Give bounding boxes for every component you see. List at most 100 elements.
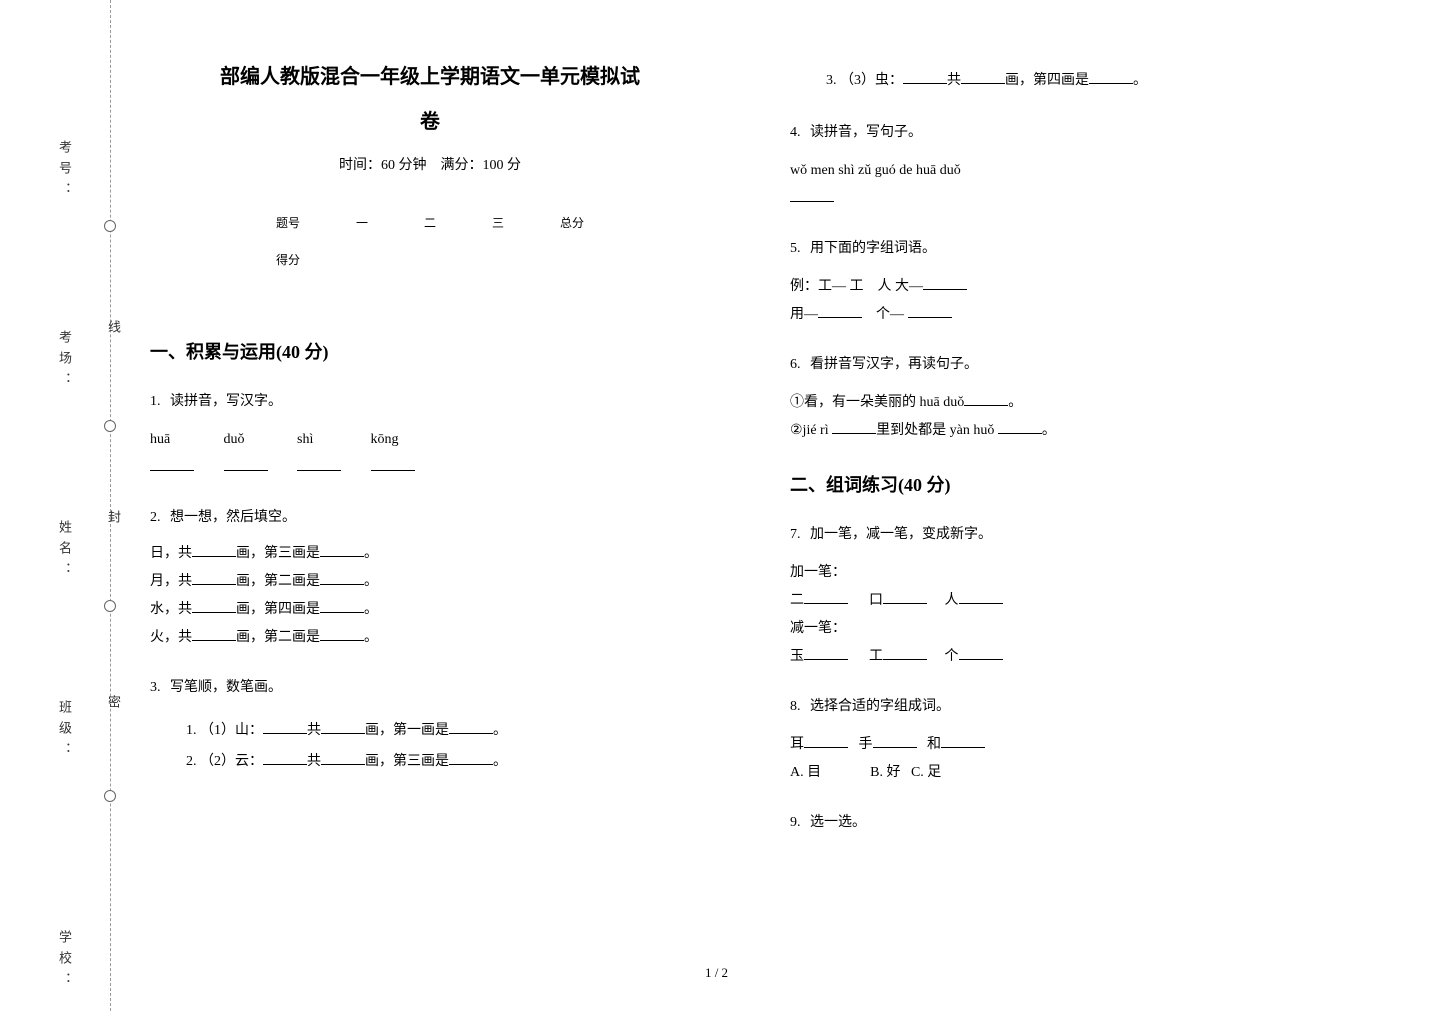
q3-item-mid2: 画，第三画是: [365, 754, 449, 769]
section-2-title: 二、组词练习(40 分): [790, 471, 1350, 497]
question-1: 1. 读拼音，写汉字。 huā duǒ shì kōng: [150, 388, 710, 482]
q5-num: 5.: [790, 241, 801, 256]
answer-blank[interactable]: [903, 70, 947, 84]
q2-line: 火，共画，第二画是。: [150, 624, 710, 652]
q8-char: 耳: [790, 737, 804, 752]
binding-dashed-line: [110, 0, 111, 1011]
q4-text: 读拼音，写句子。: [810, 125, 922, 140]
answer-blank[interactable]: [297, 457, 341, 471]
answer-blank[interactable]: [959, 646, 1003, 660]
score-cell: [464, 241, 532, 278]
answer-blank[interactable]: [883, 590, 927, 604]
q3-sublist: 1. （1）山：共画，第一画是。 2. （2）云：共画，第三画是。: [186, 716, 710, 778]
q2-mid: 画，第四画是: [236, 602, 320, 617]
q1-pinyin-row: huā duǒ shì kōng: [150, 426, 710, 454]
q1-text: 读拼音，写汉字。: [170, 394, 282, 409]
answer-blank[interactable]: [790, 188, 834, 202]
q7-sub-row: 玉 工 个: [790, 643, 1350, 671]
answer-blank[interactable]: [449, 751, 493, 765]
answer-blank[interactable]: [263, 751, 307, 765]
q8-text: 选择合适的字组成词。: [810, 699, 950, 714]
score-table-value-row: 得分: [248, 241, 612, 278]
answer-blank[interactable]: [321, 720, 365, 734]
answer-blank[interactable]: [150, 457, 194, 471]
q7-add-row: 二 口 人: [790, 587, 1350, 615]
left-column: 部编人教版混合一年级上学期语文一单元模拟试 卷 时间：60 分钟 满分：100 …: [150, 60, 710, 859]
answer-blank[interactable]: [321, 751, 365, 765]
binding-circle: [104, 420, 116, 432]
q3-item: 3. （3）虫：共画，第四画是。: [826, 66, 1350, 97]
answer-blank[interactable]: [320, 627, 364, 641]
q5-line2-b: 个—: [876, 307, 904, 322]
binding-label-class: 班级：: [55, 700, 74, 763]
q3-item-mid: 共: [947, 73, 961, 88]
q3-item-mid2: 画，第一画是: [365, 723, 449, 738]
answer-blank[interactable]: [449, 720, 493, 734]
answer-blank[interactable]: [320, 599, 364, 613]
answer-blank[interactable]: [263, 720, 307, 734]
answer-blank[interactable]: [192, 599, 236, 613]
q7-add-char: 二: [790, 593, 804, 608]
answer-blank[interactable]: [941, 734, 985, 748]
answer-blank[interactable]: [192, 543, 236, 557]
q2-end: 。: [364, 574, 378, 589]
q6-line1-b: 。: [1008, 395, 1022, 410]
q6-line2-c: 。: [1042, 423, 1056, 438]
answer-blank[interactable]: [873, 734, 917, 748]
q4-num: 4.: [790, 125, 801, 140]
q7-add-label: 加一笔：: [790, 559, 1350, 587]
q6-line2-a: ②jié rì: [790, 423, 829, 438]
q1-pinyin-1: huā: [150, 426, 220, 454]
answer-blank[interactable]: [959, 590, 1003, 604]
answer-blank[interactable]: [371, 457, 415, 471]
q3-item-label: （2）云：: [200, 754, 263, 769]
binding-label-exam-room: 考场：: [55, 330, 74, 393]
q8-num: 8.: [790, 699, 801, 714]
answer-blank[interactable]: [998, 420, 1042, 434]
q8-row1: 耳 手 和: [790, 731, 1350, 759]
q2-mid: 画，第二画是: [236, 630, 320, 645]
answer-blank[interactable]: [320, 543, 364, 557]
q2-char: 水，共: [150, 602, 192, 617]
answer-blank[interactable]: [804, 646, 848, 660]
answer-blank[interactable]: [818, 304, 862, 318]
answer-blank[interactable]: [320, 571, 364, 585]
q1-pinyin-2: duǒ: [224, 426, 294, 454]
answer-blank[interactable]: [964, 392, 1008, 406]
question-5: 5. 用下面的字组词语。 例：工— 工 人 大— 用— 个—: [790, 235, 1350, 329]
full-score-label: 满分：100 分: [441, 158, 522, 173]
score-th-3: 三: [464, 204, 532, 241]
q5-example-text: 例：工— 工 人 大—: [790, 279, 923, 294]
binding-circle: [104, 600, 116, 612]
answer-blank[interactable]: [908, 304, 952, 318]
answer-blank[interactable]: [192, 627, 236, 641]
page-number: 1 / 2: [705, 965, 728, 981]
answer-blank[interactable]: [961, 70, 1005, 84]
answer-blank[interactable]: [923, 276, 967, 290]
q9-text: 选一选。: [810, 815, 866, 830]
answer-blank[interactable]: [224, 457, 268, 471]
question-3: 3. 写笔顺，数笔画。 1. （1）山：共画，第一画是。 2. （2）云：共画，…: [150, 674, 710, 778]
q8-opt-c: C. 足: [911, 765, 941, 780]
answer-blank[interactable]: [804, 734, 848, 748]
answer-blank[interactable]: [804, 590, 848, 604]
question-7: 7. 加一笔，减一笔，变成新字。 加一笔： 二 口 人 减一笔： 玉 工 个: [790, 521, 1350, 671]
q5-line2-a: 用—: [790, 307, 818, 322]
question-4: 4. 读拼音，写句子。 wǒ men shì zǔ guó de huā duǒ: [790, 119, 1350, 213]
score-cell: [396, 241, 464, 278]
q6-text: 看拼音写汉字，再读句子。: [810, 357, 978, 372]
q7-sub-char: 个: [945, 649, 959, 664]
score-table: 题号 一 二 三 总分 得分: [248, 204, 612, 278]
q5-example: 例：工— 工 人 大—: [790, 273, 1350, 301]
q8-opt-a: A. 目: [790, 765, 821, 780]
q8-char: 手: [859, 737, 873, 752]
score-cell: [532, 241, 612, 278]
question-2: 2. 想一想，然后填空。 日，共画，第三画是。 月，共画，第二画是。 水，共画，…: [150, 504, 710, 652]
answer-blank[interactable]: [192, 571, 236, 585]
score-cell: [328, 241, 396, 278]
q6-line2: ②jié rì 里到处都是 yàn huǒ 。: [790, 417, 1350, 445]
answer-blank[interactable]: [883, 646, 927, 660]
answer-blank[interactable]: [1089, 70, 1133, 84]
q3-item-mid2: 画，第四画是: [1005, 73, 1089, 88]
answer-blank[interactable]: [832, 420, 876, 434]
